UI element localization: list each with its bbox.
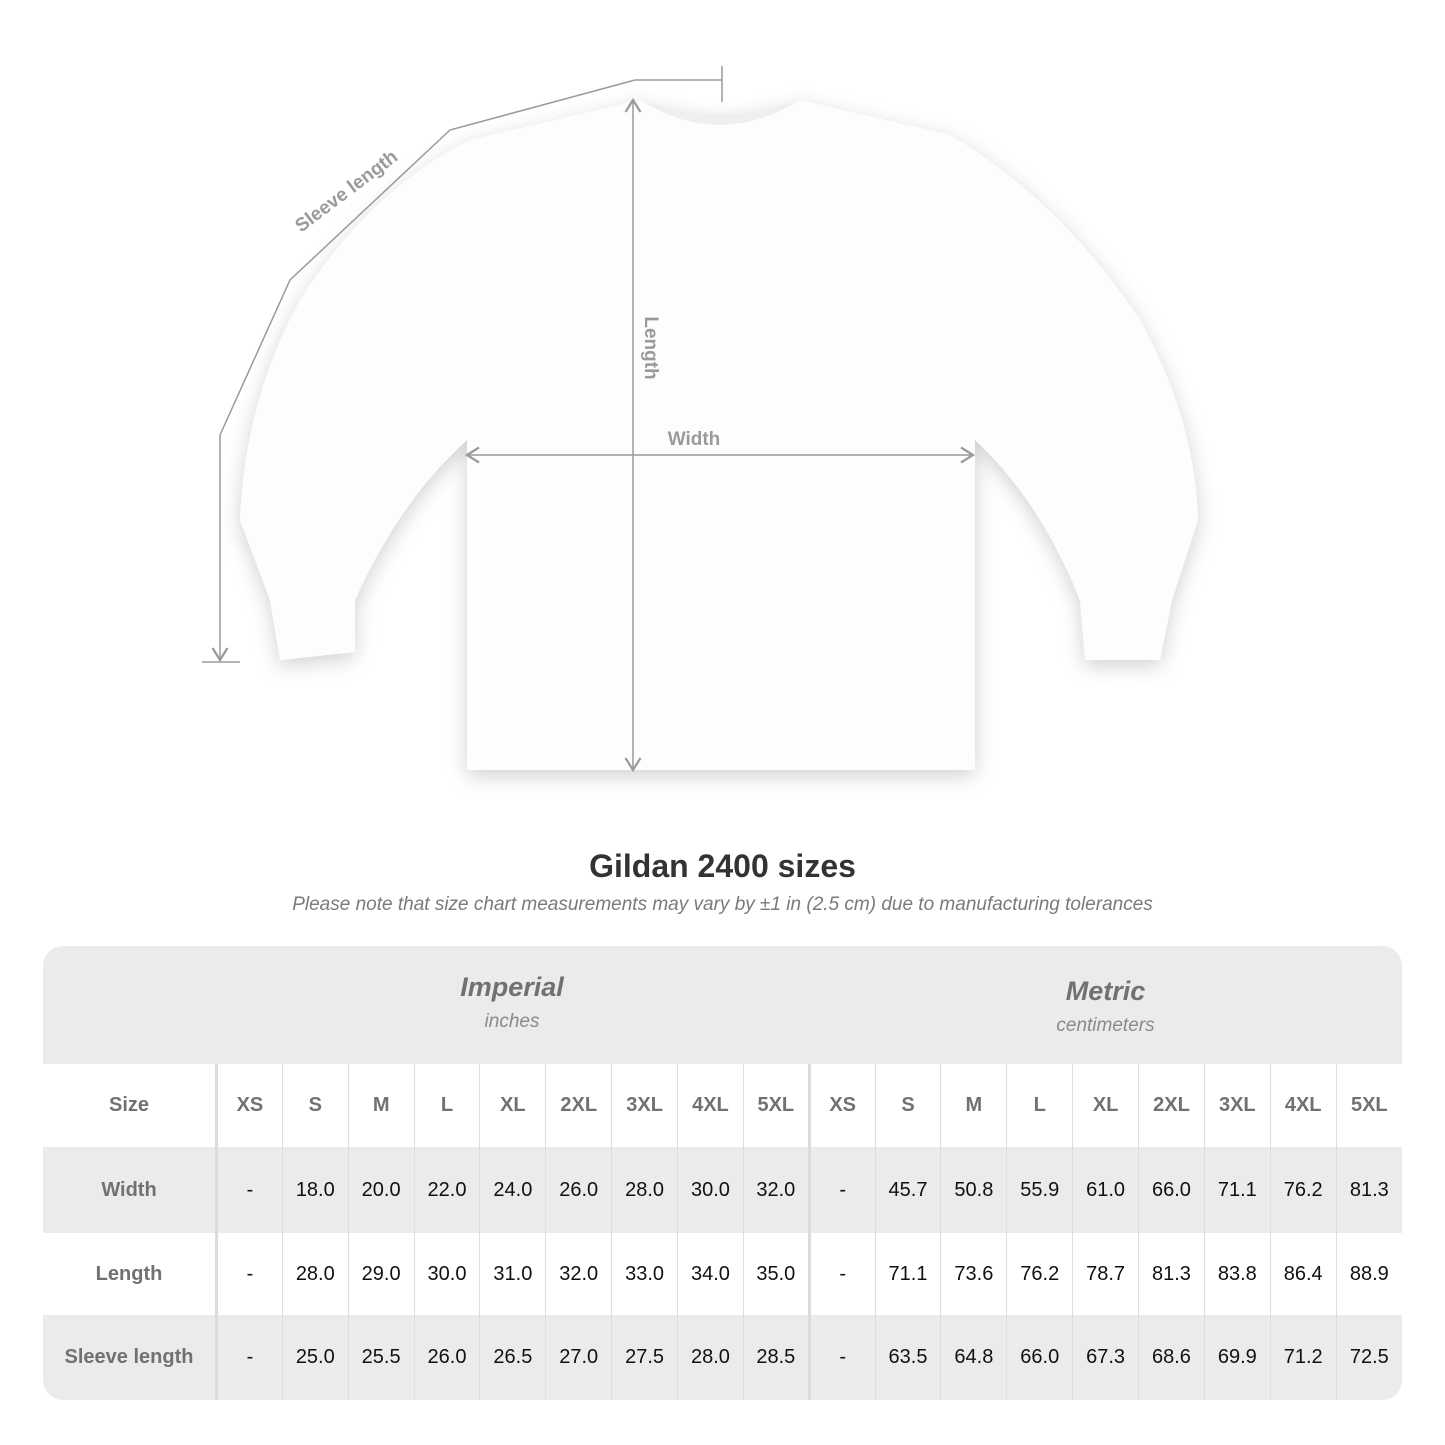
imperial-value: 32.0 <box>545 1233 612 1315</box>
size-header: 2XL <box>545 1064 612 1147</box>
imperial-value: 29.0 <box>347 1233 415 1315</box>
metric-value: 61.0 <box>1072 1147 1139 1233</box>
size-header: 4XL <box>677 1064 744 1147</box>
size-header-row: Size XS S M L XL 2XL 3XL 4XL 5XL XS S M L XL 2XL 3XL 4XL 5… <box>43 1064 1402 1147</box>
imperial-value: 28.5 <box>742 1315 810 1400</box>
metric-value: 76.2 <box>1269 1147 1337 1233</box>
metric-value: 55.9 <box>1006 1147 1073 1233</box>
size-table: Imperial inches Metric centimeters Size X… <box>43 946 1402 1400</box>
metric-header: Metric centimeters <box>809 946 1402 1064</box>
metric-value: 73.6 <box>940 1233 1007 1315</box>
metric-value: 64.8 <box>940 1315 1007 1400</box>
size-header: L <box>413 1064 480 1147</box>
metric-value: - <box>807 1315 876 1400</box>
table-row: Length -28.0 29.0 30.0 31.0 32.0 33.0 34.0 35.0-… <box>43 1233 1402 1315</box>
imperial-value: - <box>216 1315 283 1400</box>
imperial-value: 28.0 <box>611 1147 678 1233</box>
size-header: M <box>347 1064 415 1147</box>
metric-value: 68.6 <box>1138 1315 1205 1400</box>
size-header: 2XL <box>1138 1064 1205 1147</box>
table-row: Width -18.0 20.0 22.0 24.0 26.0 28.0 30.0 32.0-4… <box>43 1147 1402 1233</box>
size-header: XL <box>479 1064 546 1147</box>
metric-title: Metric <box>1065 976 1146 1006</box>
imperial-value: 25.0 <box>281 1315 349 1400</box>
metric-value: 63.5 <box>874 1315 941 1400</box>
metric-value: 72.5 <box>1335 1315 1402 1400</box>
metric-value: 88.9 <box>1335 1233 1402 1315</box>
metric-value: 66.0 <box>1006 1315 1073 1400</box>
size-header: M <box>940 1064 1007 1147</box>
metric-value: 71.1 <box>1203 1147 1271 1233</box>
metric-value: 71.1 <box>874 1233 941 1315</box>
imperial-value: - <box>216 1233 283 1315</box>
metric-value: 69.9 <box>1203 1315 1271 1400</box>
metric-value: - <box>807 1233 876 1315</box>
size-header: 4XL <box>1269 1064 1337 1147</box>
metric-value: 50.8 <box>940 1147 1007 1233</box>
page-title: Gildan 2400 sizes <box>589 848 856 884</box>
size-header: XL <box>1072 1064 1139 1147</box>
size-header: S <box>281 1064 349 1147</box>
size-header: 5XL <box>742 1064 810 1147</box>
metric-value: 66.0 <box>1138 1147 1205 1233</box>
imperial-value: 30.0 <box>677 1147 744 1233</box>
size-header: 5XL <box>1335 1064 1402 1147</box>
imperial-unit: inches <box>484 1011 540 1032</box>
imperial-value: - <box>216 1147 283 1233</box>
long-sleeve-shirt <box>240 100 1198 770</box>
imperial-value: 28.0 <box>281 1233 349 1315</box>
imperial-value: 26.5 <box>479 1315 546 1400</box>
size-header: 3XL <box>611 1064 678 1147</box>
metric-value: 83.8 <box>1203 1233 1271 1315</box>
size-header: 3XL <box>1203 1064 1271 1147</box>
length-label: Length <box>640 316 661 379</box>
row-label: Length <box>43 1233 218 1315</box>
row-label: Width <box>43 1147 218 1233</box>
imperial-header: Imperial inches <box>215 946 809 1064</box>
metric-value: - <box>807 1147 876 1233</box>
size-header: XS <box>807 1064 876 1147</box>
imperial-value: 24.0 <box>479 1147 546 1233</box>
imperial-value: 35.0 <box>742 1233 810 1315</box>
metric-value: 45.7 <box>874 1147 941 1233</box>
row-label: Sleeve length <box>43 1315 218 1400</box>
imperial-value: 25.5 <box>347 1315 415 1400</box>
metric-value: 78.7 <box>1072 1233 1139 1315</box>
metric-unit: centimeters <box>1056 1015 1155 1036</box>
imperial-value: 27.0 <box>545 1315 612 1400</box>
metric-value: 67.3 <box>1072 1315 1139 1400</box>
sleeve-measure-line <box>202 66 976 773</box>
width-label: Width <box>668 429 721 450</box>
metric-value: 86.4 <box>1269 1233 1337 1315</box>
imperial-value: 33.0 <box>611 1233 678 1315</box>
imperial-value: 31.0 <box>479 1233 546 1315</box>
size-header: XS <box>216 1064 283 1147</box>
imperial-value: 34.0 <box>677 1233 744 1315</box>
tolerance-note: Please note that size chart measurements… <box>292 894 1153 915</box>
metric-value: 81.3 <box>1138 1233 1205 1315</box>
table-row: Sleeve length -25.0 25.5 26.0 26.5 27.0 27.5 28… <box>43 1315 1402 1400</box>
imperial-value: 32.0 <box>742 1147 810 1233</box>
imperial-value: 30.0 <box>413 1233 480 1315</box>
imperial-value: 20.0 <box>347 1147 415 1233</box>
imperial-value: 22.0 <box>413 1147 480 1233</box>
size-header: S <box>874 1064 941 1147</box>
imperial-value: 26.0 <box>413 1315 480 1400</box>
metric-value: 71.2 <box>1269 1315 1337 1400</box>
metric-value: 76.2 <box>1006 1233 1073 1315</box>
size-header: L <box>1006 1064 1073 1147</box>
size-label: Size <box>43 1064 218 1147</box>
imperial-title: Imperial <box>460 972 564 1002</box>
shirt-diagram: Sleeve length Length Width <box>202 66 1198 773</box>
imperial-value: 18.0 <box>281 1147 349 1233</box>
metric-value: 81.3 <box>1335 1147 1402 1233</box>
imperial-value: 28.0 <box>677 1315 744 1400</box>
imperial-value: 27.5 <box>611 1315 678 1400</box>
size-grid: Size XS S M L XL 2XL 3XL 4XL 5XL XS S M L XL 2XL 3XL 4XL 5… <box>43 1064 1402 1400</box>
imperial-value: 26.0 <box>545 1147 612 1233</box>
